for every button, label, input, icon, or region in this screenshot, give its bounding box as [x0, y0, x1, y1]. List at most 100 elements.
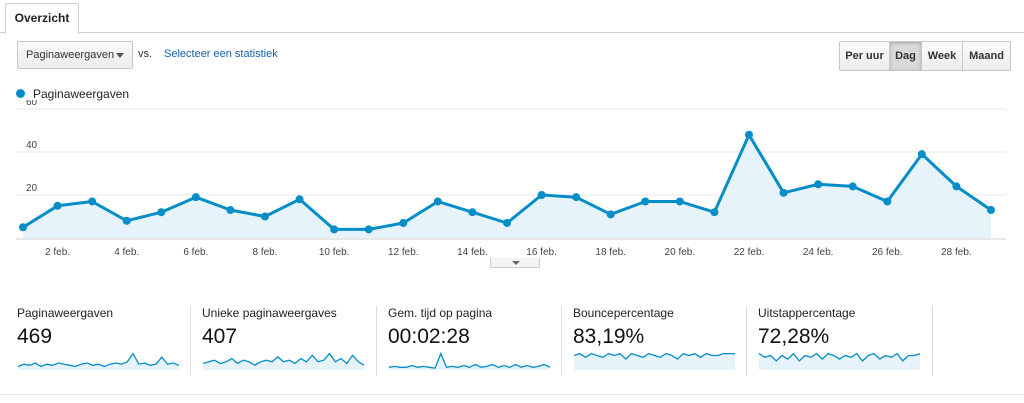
data-point[interactable] [433, 197, 442, 206]
data-point[interactable] [468, 208, 477, 217]
sparkline-line [573, 352, 735, 360]
tab-overzicht[interactable]: Overzicht [5, 3, 79, 34]
x-tick-label: 20 feb. [665, 247, 696, 258]
data-point[interactable] [330, 225, 339, 234]
data-point[interactable] [537, 191, 546, 199]
y-tick-label: 60 [26, 100, 38, 108]
metric-label: Gem. tijd op pagina [388, 306, 493, 320]
data-point[interactable] [157, 208, 166, 217]
metric-dropdown-label: Paginaweergaven [26, 49, 115, 61]
x-tick-label: 6 feb. [183, 247, 208, 258]
select-statistic-link[interactable]: Selecteer een statistiek [164, 48, 278, 60]
legend-series-label: Paginaweergaven [33, 87, 130, 101]
data-point[interactable] [295, 195, 304, 204]
metric-value: 00:02:28 [388, 325, 470, 348]
metric-divider [746, 306, 747, 376]
y-tick-label: 40 [26, 140, 38, 151]
chevron-down-icon [512, 261, 520, 265]
data-point[interactable] [814, 180, 823, 189]
data-point[interactable] [883, 197, 892, 206]
metric-exit-rate[interactable]: Uitstappercentage 72,28% [758, 306, 928, 376]
chart-area-fill [23, 134, 991, 238]
legend-dot-icon [16, 89, 25, 98]
sparkline-area [18, 353, 179, 370]
data-point[interactable] [19, 223, 27, 232]
metric-unique-pageviews[interactable]: Unieke paginaweergaves 407 [202, 306, 372, 376]
metric-avg-time-on-page[interactable]: Gem. tijd op pagina 00:02:28 [388, 306, 558, 376]
granularity-day-button[interactable]: Dag [889, 41, 922, 71]
x-tick-label: 10 feb. [319, 247, 350, 258]
data-point[interactable] [710, 208, 719, 217]
x-tick-label: 16 feb. [526, 247, 557, 258]
x-tick-label: 2 feb. [45, 247, 70, 258]
metric-divider [376, 306, 377, 376]
x-tick-label: 14 feb. [457, 247, 488, 258]
vs-label: vs. [138, 48, 153, 60]
metric-sparkline [202, 352, 365, 370]
data-point[interactable] [952, 182, 961, 191]
metric-dropdown[interactable]: Paginaweergaven [17, 41, 133, 69]
metric-divider [932, 306, 933, 376]
data-point[interactable] [606, 210, 615, 219]
metric-sparkline [758, 352, 921, 370]
data-point[interactable] [226, 206, 235, 215]
granularity-month-button[interactable]: Maand [962, 41, 1011, 71]
metric-bounce-rate[interactable]: Bouncepercentage 83,19% [573, 306, 743, 376]
data-point[interactable] [53, 201, 62, 210]
metric-value: 407 [202, 325, 238, 348]
x-tick-label: 26 feb. [872, 247, 903, 258]
metric-sparkline [573, 352, 735, 370]
x-tick-label: 8 feb. [252, 247, 277, 258]
x-tick-label: 22 feb. [734, 247, 765, 258]
chart-resize-handle[interactable] [490, 258, 540, 268]
metric-pageviews[interactable]: Paginaweergaven 469 [17, 306, 187, 376]
metric-sparkline [17, 352, 180, 370]
data-point[interactable] [572, 193, 581, 202]
x-tick-label: 24 feb. [803, 247, 834, 258]
sparkline-line [388, 351, 551, 369]
granularity-week-button[interactable]: Week [921, 41, 963, 71]
x-tick-label: 12 feb. [388, 247, 419, 258]
data-point[interactable] [641, 197, 650, 206]
data-point[interactable] [191, 193, 200, 202]
y-tick-label: 20 [26, 183, 38, 194]
metric-label: Bouncepercentage [573, 306, 674, 320]
sparkline-line [758, 352, 921, 362]
chart-legend: Paginaweergaven [16, 87, 129, 101]
x-tick-label: 4 feb. [114, 247, 139, 258]
x-axis-labels: 2 feb. 4 feb. 6 feb. 8 feb. 10 feb. 12 feb. 14… [45, 247, 972, 258]
line-chart: 20 40 60 2 feb. 4 feb. 6 feb. 8 feb. 10 feb. 12… [16, 100, 1006, 258]
metric-value: 469 [17, 325, 53, 348]
data-point[interactable] [261, 212, 269, 221]
data-point[interactable] [503, 218, 511, 227]
data-point[interactable] [399, 218, 408, 227]
sparkline-line [202, 352, 365, 366]
data-point[interactable] [779, 188, 788, 197]
metric-value: 72,28% [758, 325, 830, 348]
data-point[interactable] [917, 150, 926, 159]
data-point[interactable] [364, 225, 373, 234]
tab-bar: Overzicht [0, 0, 1024, 34]
y-axis-labels: 20 40 60 [26, 100, 38, 194]
data-point[interactable] [848, 182, 857, 191]
metric-label: Uitstappercentage [758, 306, 856, 320]
metric-divider [190, 306, 191, 376]
x-tick-label: 28 feb. [941, 247, 972, 258]
data-point[interactable] [122, 216, 131, 225]
data-point[interactable] [745, 130, 753, 139]
x-tick-label: 18 feb. [595, 247, 626, 258]
data-point[interactable] [675, 197, 684, 206]
sparkline-area [574, 353, 735, 370]
footer-divider [0, 394, 1024, 395]
sparkline-area [759, 353, 920, 370]
metric-label: Paginaweergaven [17, 306, 114, 320]
data-point[interactable] [88, 197, 97, 206]
data-point[interactable] [987, 206, 995, 215]
metric-value: 83,19% [573, 325, 645, 348]
chevron-down-icon [116, 53, 124, 58]
metric-divider [561, 306, 562, 376]
sparkline-area [389, 353, 550, 370]
granularity-hour-button[interactable]: Per uur [839, 41, 890, 71]
chart-points [19, 130, 995, 234]
metric-sparkline [388, 351, 551, 370]
